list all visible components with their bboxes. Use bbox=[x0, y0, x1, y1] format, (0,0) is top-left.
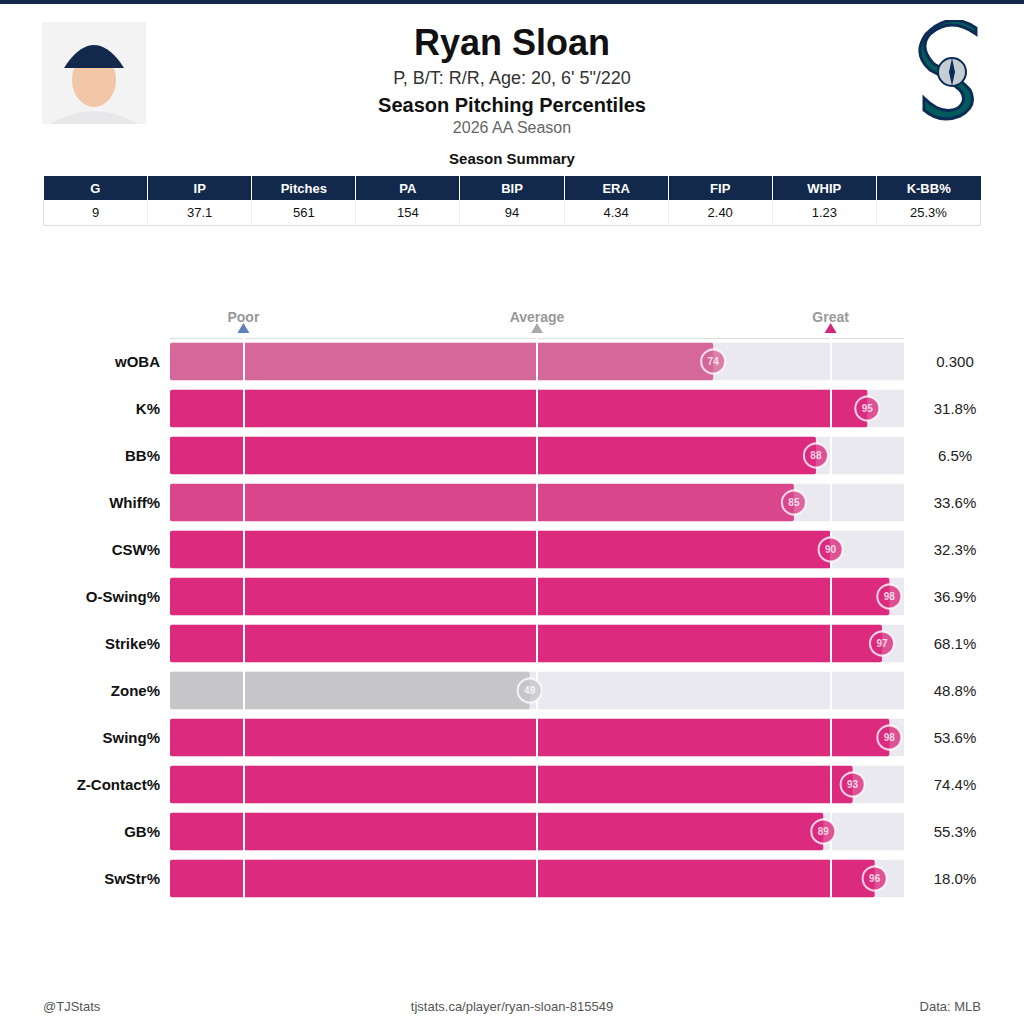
html-text:ERA: ERA bbox=[602, 180, 630, 196]
html-text:25.3%: 25.3% bbox=[910, 205, 947, 220]
html-text:1.23: 1.23 bbox=[811, 205, 837, 220]
svg-text:85: 85 bbox=[788, 497, 800, 508]
svg-text:88: 88 bbox=[810, 450, 822, 461]
svg-text:wOBA: wOBA bbox=[114, 353, 160, 370]
html-text:Data: MLB: Data: MLB bbox=[919, 999, 981, 1014]
svg-text:32.3%: 32.3% bbox=[934, 541, 977, 558]
svg-text:GB%: GB% bbox=[124, 823, 160, 840]
svg-text:49: 49 bbox=[524, 685, 536, 696]
html-text:Season Summary: Season Summary bbox=[449, 150, 575, 167]
svg-text:89: 89 bbox=[818, 826, 830, 837]
html-text:PA: PA bbox=[399, 180, 417, 196]
svg-text:Poor: Poor bbox=[227, 309, 259, 325]
svg-text:53.6%: 53.6% bbox=[934, 729, 977, 746]
svg-text:93: 93 bbox=[847, 779, 859, 790]
html-text:tjstats.ca/player/ryan-sloan-8: tjstats.ca/player/ryan-sloan-815549 bbox=[410, 999, 614, 1014]
html-text:BIP: BIP bbox=[501, 180, 523, 196]
svg-text:O-Swing%: O-Swing% bbox=[86, 588, 160, 605]
svg-text:48.8%: 48.8% bbox=[934, 682, 977, 699]
svg-text:74.4%: 74.4% bbox=[934, 776, 977, 793]
html-text:IP: IP bbox=[193, 180, 206, 196]
html-text:2026 AA Season: 2026 AA Season bbox=[452, 119, 572, 136]
svg-text:Strike%: Strike% bbox=[105, 635, 160, 652]
html-text:G: G bbox=[90, 180, 101, 196]
svg-text:33.6%: 33.6% bbox=[934, 494, 977, 511]
html-text:WHIP: WHIP bbox=[807, 180, 842, 196]
svg-text:K%: K% bbox=[136, 400, 160, 417]
svg-text:BB%: BB% bbox=[125, 447, 160, 464]
html-text:@TJStats: @TJStats bbox=[43, 999, 101, 1014]
svg-text:95: 95 bbox=[862, 403, 874, 414]
svg-text:97: 97 bbox=[876, 638, 888, 649]
html-text:Pitches: Pitches bbox=[280, 180, 327, 196]
html-text:FIP: FIP bbox=[710, 180, 731, 196]
html-text:94: 94 bbox=[504, 205, 520, 220]
svg-text:98: 98 bbox=[884, 732, 896, 743]
html-text:561: 561 bbox=[292, 205, 315, 220]
html-text:4.34: 4.34 bbox=[603, 205, 629, 220]
svg-text:74: 74 bbox=[708, 356, 720, 367]
svg-text:0.300: 0.300 bbox=[936, 353, 974, 370]
html-text:Season Pitching Percentiles: Season Pitching Percentiles bbox=[378, 94, 646, 116]
svg-text:6.5%: 6.5% bbox=[938, 447, 972, 464]
svg-text:90: 90 bbox=[825, 544, 837, 555]
svg-text:31.8%: 31.8% bbox=[934, 400, 977, 417]
svg-text:96: 96 bbox=[869, 873, 881, 884]
html-text:Ryan Sloan: Ryan Sloan bbox=[414, 22, 610, 63]
svg-text:18.0%: 18.0% bbox=[934, 870, 977, 887]
svg-text:SwStr%: SwStr% bbox=[104, 870, 160, 887]
html-text:9: 9 bbox=[91, 205, 100, 220]
svg-text:CSW%: CSW% bbox=[112, 541, 160, 558]
svg-text:Average: Average bbox=[510, 309, 565, 325]
svg-text:55.3%: 55.3% bbox=[934, 823, 977, 840]
svg-text:Z-Contact%: Z-Contact% bbox=[77, 776, 160, 793]
svg-text:68.1%: 68.1% bbox=[934, 635, 977, 652]
html-text:P, B/T: R/R, Age: 20, 6' 5"/22: P, B/T: R/R, Age: 20, 6' 5"/220 bbox=[393, 68, 631, 88]
html-text:37.1: 37.1 bbox=[187, 205, 213, 220]
svg-text:36.9%: 36.9% bbox=[934, 588, 977, 605]
html-text:154: 154 bbox=[397, 205, 419, 220]
html-text:K-BB%: K-BB% bbox=[906, 180, 951, 196]
html-text:2.40: 2.40 bbox=[707, 205, 733, 220]
svg-text:Zone%: Zone% bbox=[111, 682, 160, 699]
svg-text:Great: Great bbox=[812, 309, 849, 325]
svg-text:Swing%: Swing% bbox=[102, 729, 160, 746]
svg-text:98: 98 bbox=[884, 591, 896, 602]
svg-text:Whiff%: Whiff% bbox=[109, 494, 160, 511]
